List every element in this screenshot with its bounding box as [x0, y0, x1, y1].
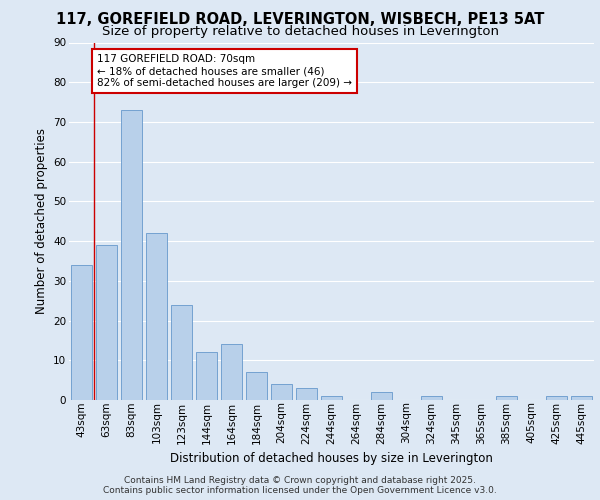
- Y-axis label: Number of detached properties: Number of detached properties: [35, 128, 47, 314]
- Bar: [171, 304, 192, 400]
- Bar: [371, 392, 392, 400]
- Text: 117 GOREFIELD ROAD: 70sqm
← 18% of detached houses are smaller (46)
82% of semi-: 117 GOREFIELD ROAD: 70sqm ← 18% of detac…: [97, 54, 352, 88]
- Bar: [546, 396, 567, 400]
- Bar: [296, 388, 317, 400]
- Bar: [271, 384, 292, 400]
- Text: Contains HM Land Registry data © Crown copyright and database right 2025.
Contai: Contains HM Land Registry data © Crown c…: [103, 476, 497, 495]
- Bar: [96, 245, 117, 400]
- Bar: [571, 396, 592, 400]
- Text: 117, GOREFIELD ROAD, LEVERINGTON, WISBECH, PE13 5AT: 117, GOREFIELD ROAD, LEVERINGTON, WISBEC…: [56, 12, 544, 28]
- Bar: [196, 352, 217, 400]
- Bar: [321, 396, 342, 400]
- Bar: [496, 396, 517, 400]
- X-axis label: Distribution of detached houses by size in Leverington: Distribution of detached houses by size …: [170, 452, 493, 465]
- Text: Size of property relative to detached houses in Leverington: Size of property relative to detached ho…: [101, 25, 499, 38]
- Bar: [71, 265, 92, 400]
- Bar: [421, 396, 442, 400]
- Bar: [221, 344, 242, 400]
- Bar: [246, 372, 267, 400]
- Bar: [146, 233, 167, 400]
- Bar: [121, 110, 142, 400]
